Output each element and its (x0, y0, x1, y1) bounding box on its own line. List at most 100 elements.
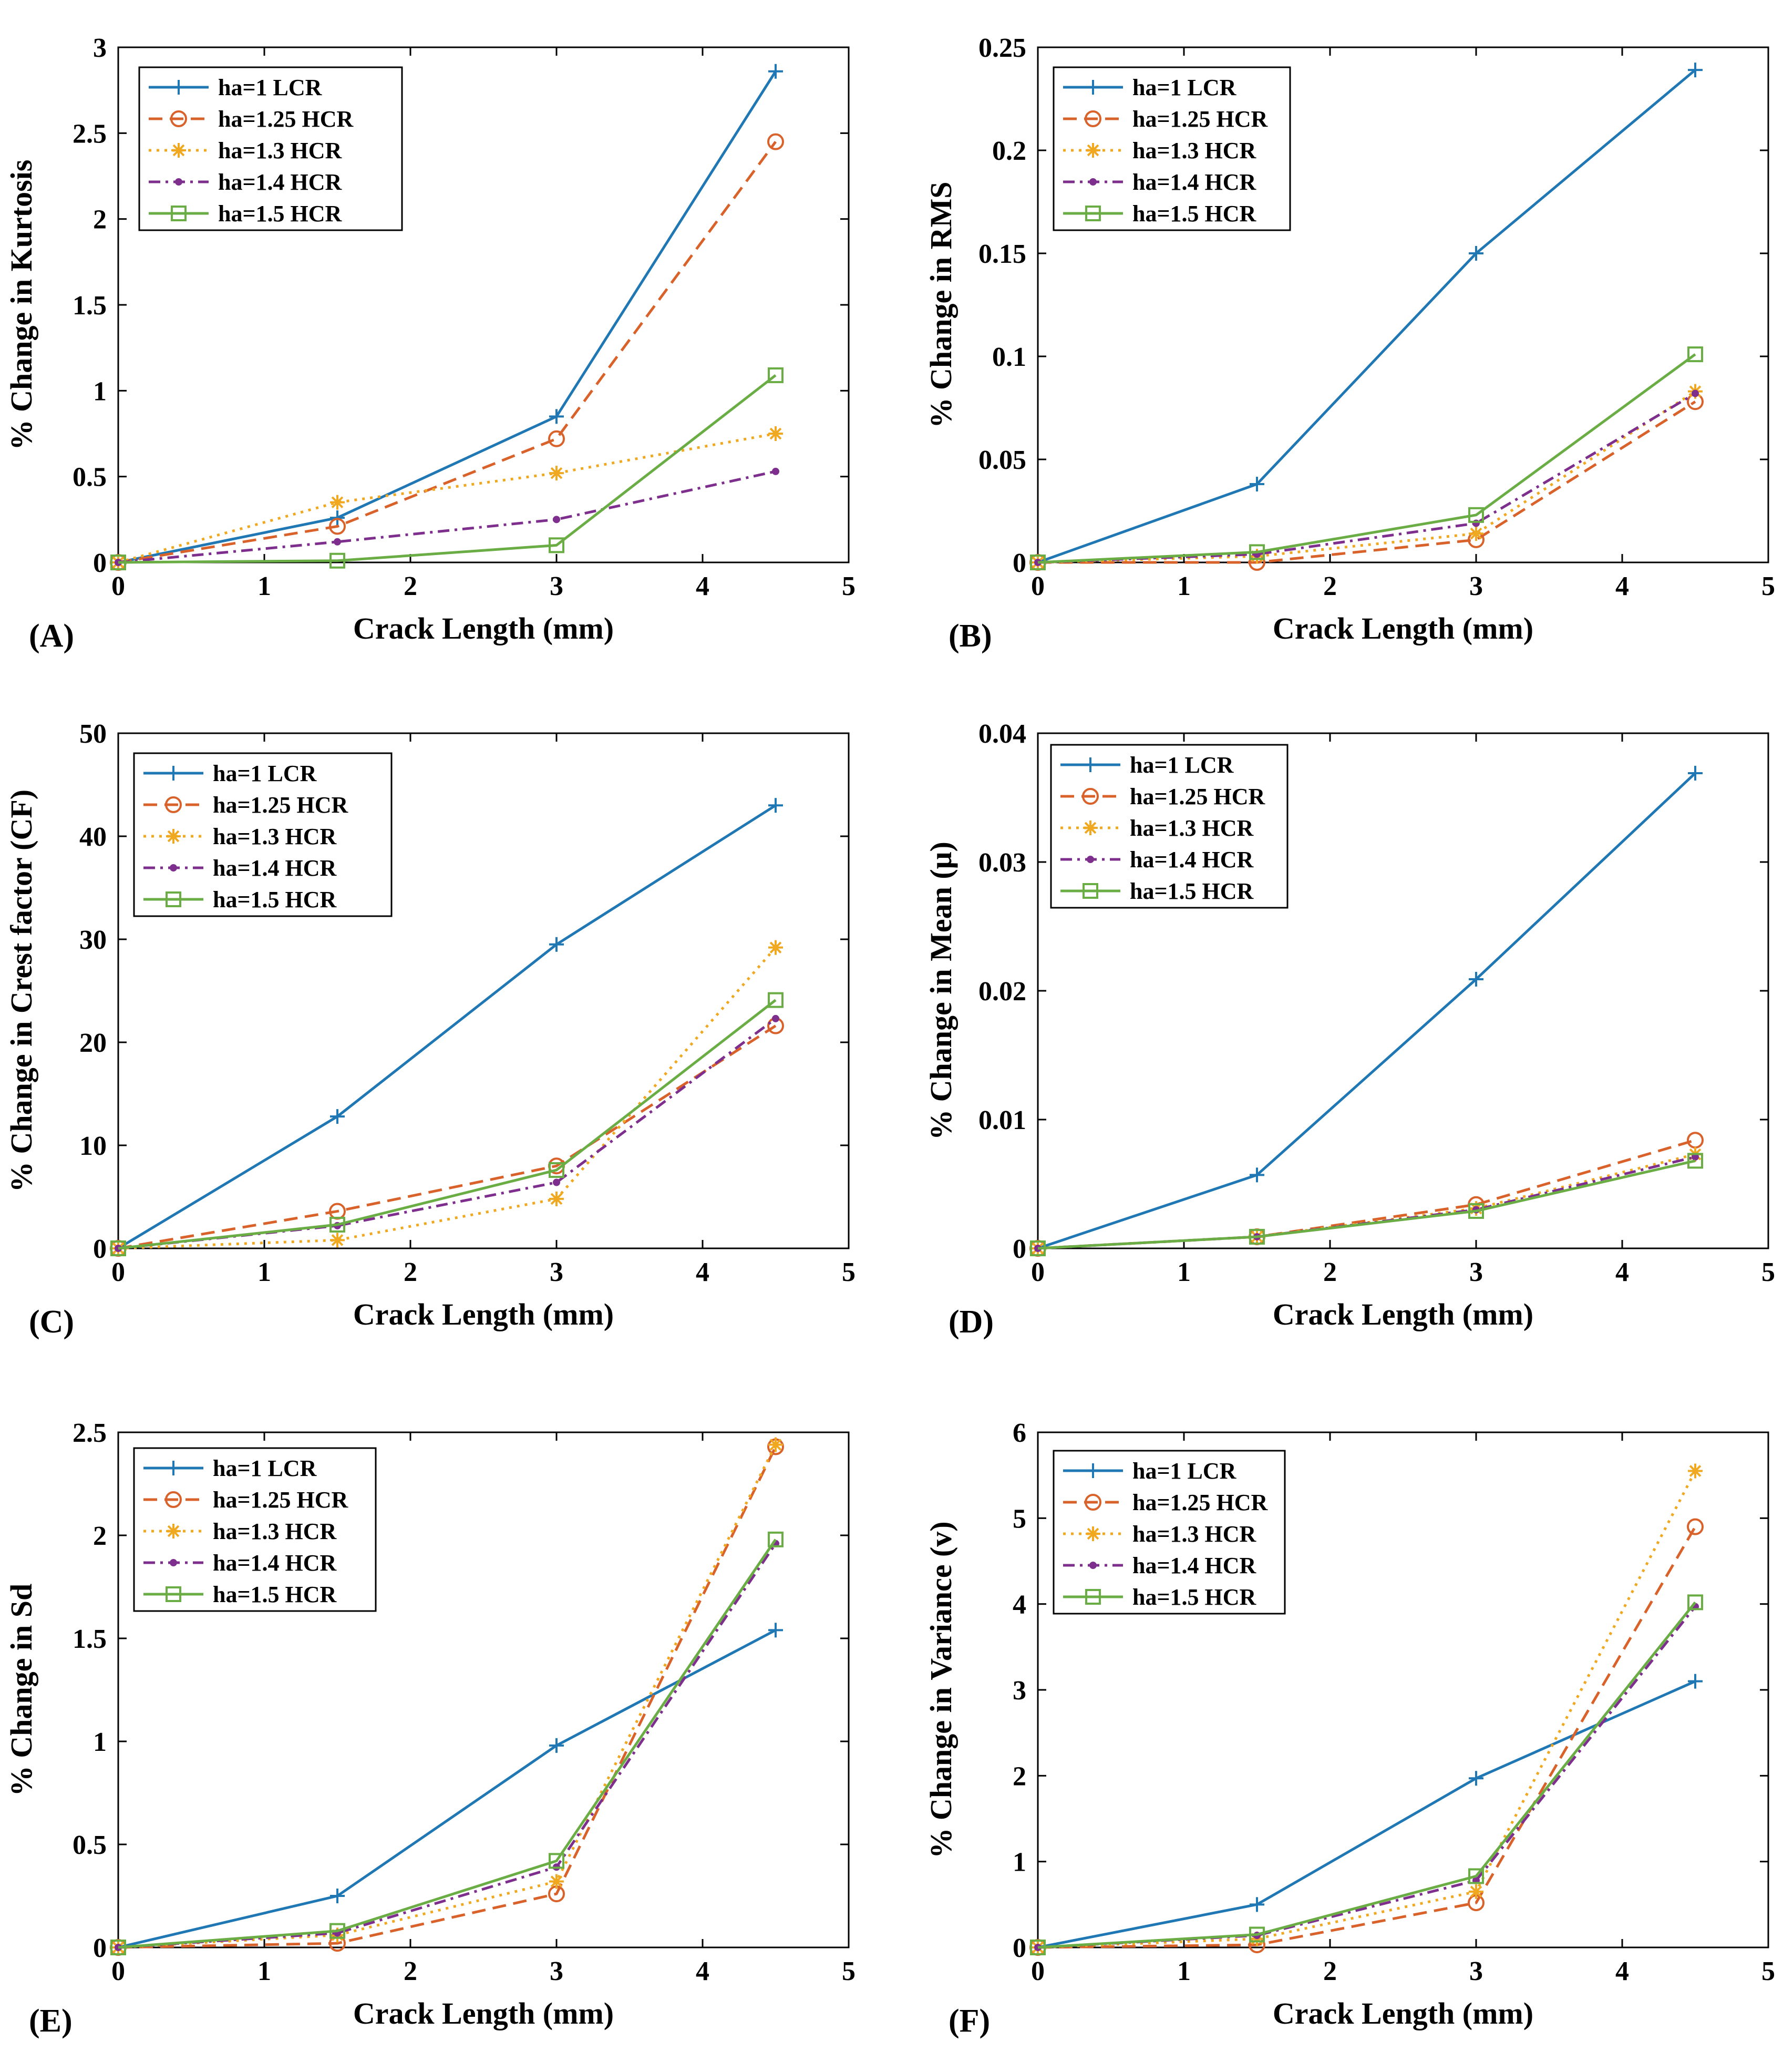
chart-d-legend-marker-arm (1084, 822, 1097, 834)
chart-f-y-tick-label: 5 (1013, 1504, 1026, 1534)
chart-c-y-tick-label: 30 (79, 925, 107, 955)
chart-c-legend-entry: ha=1.4 HCR (213, 855, 337, 881)
chart-d-y-tick-label: 0.01 (978, 1105, 1026, 1135)
chart-e-legend: ha=1 LCR ha=1.25 HCR ha=1.3 HCR ha=1.4 HCR h… (133, 1447, 377, 1612)
chart-a-data-point (334, 538, 341, 546)
chart-f-legend-entry: ha=1.5 HCR (1132, 1584, 1257, 1610)
chart-a-data-point (330, 495, 345, 510)
chart-f-x-tick-label: 5 (1761, 1956, 1775, 1986)
chart-a-y-tick-label: 2.5 (73, 119, 107, 149)
chart-a-x-tick-label: 1 (257, 571, 271, 601)
chart-c-data-point (330, 1109, 345, 1124)
chart-b-legend-entry: ha=1.3 HCR (1132, 138, 1257, 163)
chart-d-data-point (1688, 765, 1703, 781)
chart-c-series-line (118, 947, 777, 1250)
chart-f-data-point (1687, 1518, 1704, 1535)
chart-d-y-tick-label: 0.04 (978, 719, 1026, 749)
chart-d-legend-entry: ha=1.3 HCR (1130, 815, 1254, 841)
chart-b-series-line (1038, 401, 1696, 564)
chart-c-data-point (549, 1162, 564, 1178)
chart-c-y-tick-label: 20 (79, 1028, 107, 1058)
chart-d-y-axis-label: % Change in Mean (μ) (924, 842, 958, 1140)
chart-b-series-line (1037, 69, 1696, 564)
chart-d-legend-entry: ha=1.4 HCR (1130, 847, 1254, 873)
chart-b-x-tick-label: 1 (1177, 571, 1191, 601)
chart-e-y-tick-label: 0 (93, 1933, 107, 1963)
chart-e-data-point (330, 1889, 345, 1903)
chart-c-legend-box (133, 752, 393, 917)
chart-a-legend-marker (175, 178, 182, 186)
chart-a-data-point-arm (769, 427, 782, 440)
chart-e-x-tick-label: 1 (257, 1956, 271, 1986)
chart-f-data-point (1687, 1594, 1703, 1611)
chart-f-legend-entry: ha=1 LCR (1132, 1458, 1237, 1484)
chart-e-y-tick-label: 2 (93, 1521, 107, 1551)
chart-b-data-point (1688, 63, 1703, 78)
chart-d-x-tick-label: 0 (1031, 1257, 1045, 1287)
chart-c-legend-entry: ha=1.5 HCR (213, 887, 337, 912)
chart-e-legend-marker (166, 1586, 181, 1602)
chart-c-data-point (772, 1014, 779, 1022)
chart-f-x-tick-label: 1 (1177, 1956, 1191, 1986)
chart-d-legend: ha=1 LCR ha=1.25 HCR ha=1.3 HCR ha=1.4 HCR h… (1050, 744, 1289, 909)
chart-d-legend-entry: ha=1 LCR (1130, 752, 1234, 778)
chart-f-data-point (1249, 1926, 1265, 1943)
chart-a-data-point (329, 518, 346, 535)
chart-b-x-tick-label: 0 (1031, 571, 1045, 601)
chart-e-x-axis-label: Crack Length (mm) (353, 1996, 614, 2030)
chart-c-legend-marker (166, 766, 181, 781)
chart-c-data-point-arm (550, 1193, 563, 1205)
chart-e-data-point-arm (550, 1875, 563, 1888)
chart-b-y-tick-label: 0.05 (978, 445, 1026, 475)
chart-e-y-axis-label: % Change in Sd (4, 1584, 38, 1797)
chart-a-panel-label: (A) (29, 618, 74, 654)
chart-a-data-point (553, 516, 560, 524)
chart-d-x-tick-label: 3 (1469, 1257, 1483, 1287)
chart-c-y-tick-label: 10 (79, 1131, 107, 1161)
chart-a-data-point (768, 367, 784, 383)
chart-e-legend-marker-arm (167, 1525, 180, 1537)
chart-b-legend-marker (1085, 110, 1101, 127)
chart-b-legend-marker-arm (1087, 144, 1099, 157)
chart-b-legend-marker (1086, 80, 1100, 95)
chart-b: 0 1 2 3 4 5 0 0.05 0.1 0.15 0.2 0.25 Crack Length (m… (924, 33, 1775, 654)
chart-f-y-tick-label: 0 (1013, 1933, 1026, 1963)
chart-d-legend-entry: ha=1.5 HCR (1130, 878, 1254, 904)
chart-c-data-point-arm (769, 941, 782, 953)
chart-c-series-5 (110, 992, 784, 1256)
chart-a-legend: ha=1 LCR ha=1.25 HCR ha=1.3 HCR ha=1.4 HCR h… (138, 66, 403, 231)
chart-b-x-tick-label: 3 (1469, 571, 1483, 601)
chart-f-legend-marker-arm (1087, 1527, 1099, 1540)
chart-f-data-point (1469, 1771, 1483, 1786)
chart-e-x-tick-label: 4 (696, 1956, 709, 1986)
chart-b-series-line (1037, 390, 1696, 564)
chart-a-x-tick-label: 0 (111, 571, 125, 601)
chart-d-x-tick-label: 1 (1177, 1257, 1191, 1287)
chart-d-legend-entry: ha=1.25 HCR (1130, 784, 1266, 809)
chart-a-data-point (330, 510, 345, 526)
chart-f-legend-entry: ha=1.25 HCR (1132, 1490, 1269, 1515)
chart-b-panel-label: (B) (949, 618, 992, 654)
chart-a-data-point (767, 133, 784, 150)
chart-e-x-tick-label: 3 (550, 1956, 563, 1986)
chart-a-y-tick-label: 2 (93, 205, 107, 235)
chart-a-series-1 (111, 64, 783, 570)
chart-a-legend-marker (171, 143, 186, 158)
chart-f-legend-marker (1086, 1463, 1100, 1478)
chart-d-x-axis-label: Crack Length (mm) (1273, 1297, 1533, 1331)
chart-e: 0 1 2 3 4 5 0 0.5 1 1.5 2 2.5 Crack Length (mm) % Cha… (4, 1418, 856, 2039)
chart-a-legend-entry: ha=1 LCR (218, 75, 323, 100)
chart-f-data-point-arm (1470, 1885, 1482, 1898)
chart-c-legend-marker (165, 796, 182, 813)
chart-d-legend-marker (1083, 820, 1098, 835)
chart-f-y-tick-label: 4 (1013, 1590, 1026, 1620)
chart-b-series-line (1037, 353, 1696, 564)
chart-c-legend-marker (166, 891, 181, 907)
chart-b-y-tick-label: 0.2 (992, 136, 1026, 166)
chart-e-legend-entry: ha=1.3 HCR (213, 1519, 337, 1544)
chart-e-legend-marker (165, 1491, 182, 1508)
chart-c-data-point (549, 1191, 564, 1206)
chart-c-data-point-arm (331, 1234, 344, 1246)
chart-f-data-point (1030, 1940, 1046, 1955)
